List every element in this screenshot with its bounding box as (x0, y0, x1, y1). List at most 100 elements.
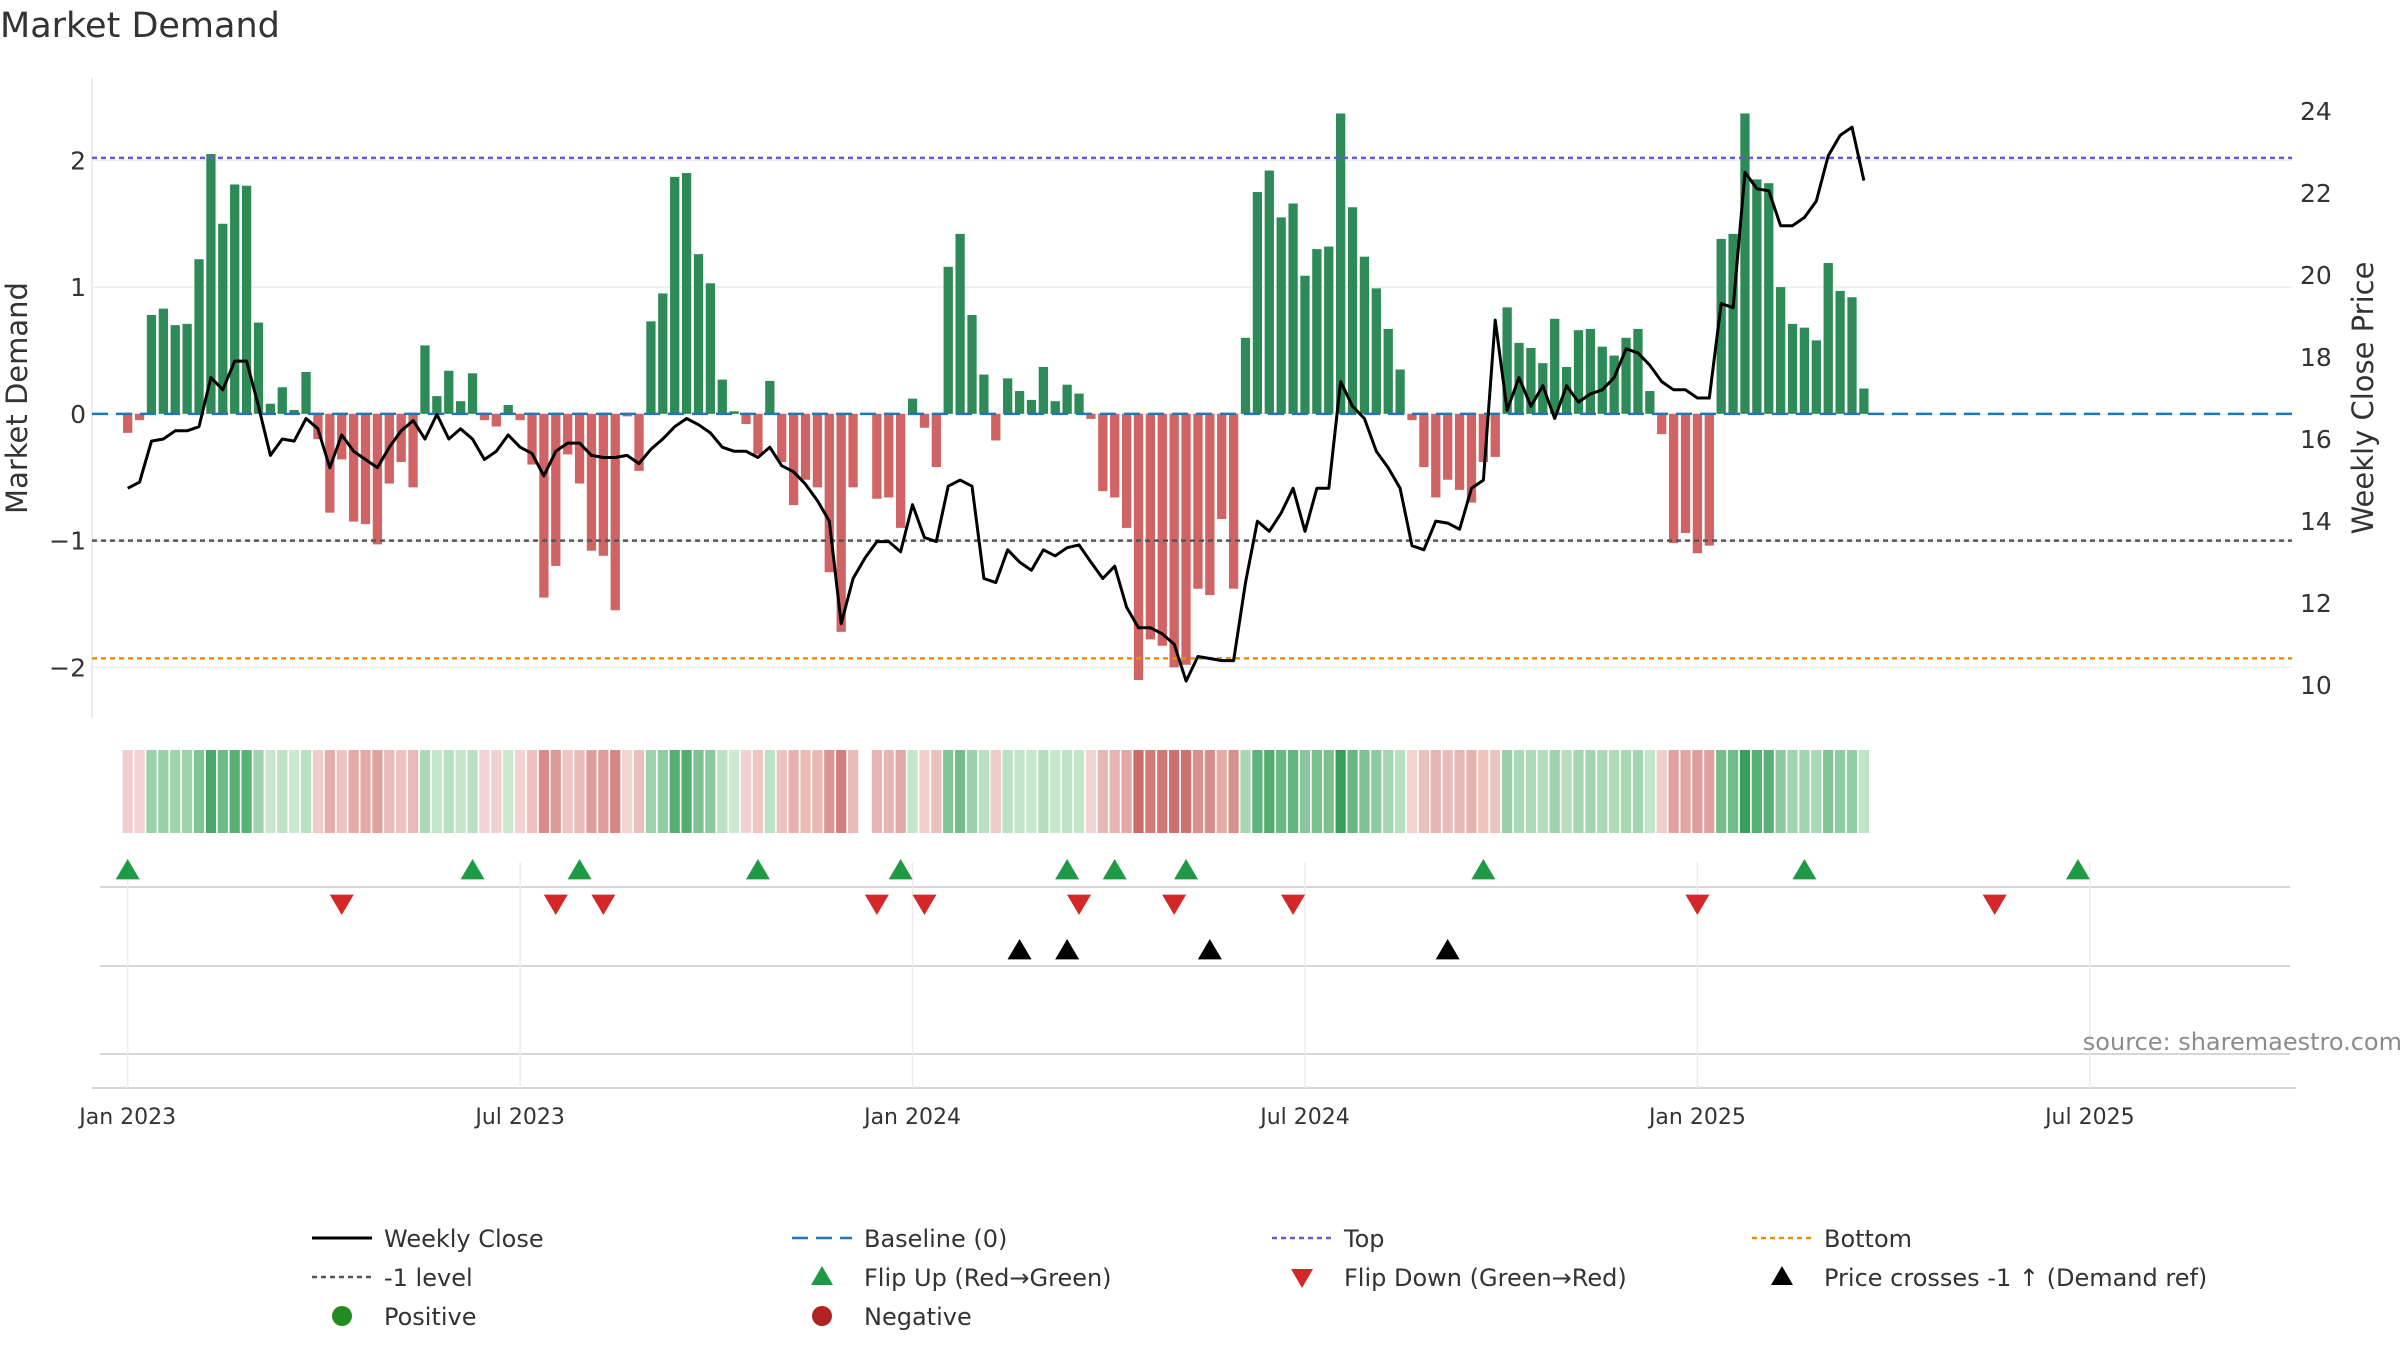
event-markers (115, 859, 2090, 960)
negative-demand-bar (896, 413, 906, 528)
heat-strip-cell (348, 750, 359, 833)
heat-strip-cell (431, 750, 442, 833)
price-cross-marker (1435, 939, 1460, 960)
heat-strip-cell (1763, 750, 1774, 833)
x-tick-label: Jul 2025 (2043, 1105, 2135, 1130)
heat-strip-cell (847, 750, 859, 833)
positive-demand-bar (705, 283, 716, 414)
heat-strip-cell (1050, 750, 1061, 833)
heat-strip-cell (693, 750, 704, 833)
heat-strip-cell (717, 750, 728, 833)
y2-tick-label: 16 (2300, 425, 2332, 454)
positive-demand-bar (1585, 328, 1596, 414)
legend-label-weekly-close: Weekly Close (384, 1225, 544, 1253)
flip-down-marker (864, 894, 889, 915)
negative-demand-bar (1217, 413, 1227, 520)
positive-demand-bar (1764, 183, 1774, 414)
negative-demand-bar (313, 413, 323, 440)
heat-strip-cell (1204, 750, 1215, 833)
heat-strip-cell (990, 750, 1001, 833)
positive-demand-bar (1240, 337, 1251, 414)
heat-strip-cell (253, 750, 264, 833)
positive-demand-bar (1561, 366, 1572, 414)
heat-strip-cell (419, 750, 431, 833)
heat-strip-cell (1739, 750, 1751, 833)
heat-strip-cell (1478, 750, 1489, 833)
positive-demand-bar (420, 345, 430, 414)
positive-demand-bar (218, 223, 228, 414)
price-cross-marker (1007, 939, 1032, 960)
heat-strip-cell (407, 750, 419, 833)
heat-strip-cell (1823, 750, 1834, 833)
heat-strip-cell (550, 750, 561, 833)
heat-strip-cell (503, 750, 514, 833)
positive-demand-bar (1799, 327, 1810, 414)
legend-swatch-price-cross (1771, 1266, 1793, 1285)
flip-down-marker (591, 894, 616, 915)
flip-up-marker (2065, 859, 2090, 880)
heat-strip-cell (1537, 750, 1548, 833)
heat-strip-cell (205, 750, 217, 833)
negative-demand-bar (491, 413, 501, 427)
chart-title: Market Demand (0, 6, 280, 46)
heat-strip-cell (1704, 750, 1715, 833)
negative-demand-bar (1157, 413, 1167, 646)
heat-strip-cell (455, 750, 466, 833)
negative-demand-bar (872, 413, 882, 499)
positive-demand-bar (1645, 391, 1655, 414)
heat-strip-cell (752, 750, 764, 833)
heat-strip-cell (384, 750, 395, 833)
heat-strip-cell (645, 750, 657, 833)
heat-strip-cell (1323, 750, 1334, 833)
heat-strip-cell (1299, 750, 1311, 833)
heat-strip-cell (586, 750, 597, 833)
positive-demand-bar (1252, 192, 1263, 414)
heat-strip-cell (1311, 750, 1322, 833)
heat-strip-cell (943, 750, 954, 833)
heat-strip-cell (538, 750, 550, 833)
heat-strip-cell (396, 750, 407, 833)
heat-strip-cell (312, 750, 324, 833)
legend-label-price-cross: Price crosses -1 ↑ (Demand ref) (1824, 1264, 2207, 1292)
positive-demand-bar (943, 266, 953, 414)
positive-demand-bar (1300, 275, 1310, 414)
heat-strip-cell (1490, 750, 1501, 833)
negative-demand-bar (1657, 413, 1667, 435)
negative-demand-bar (574, 413, 585, 484)
legend: Weekly Close Baseline (0) Top Bottom -1 leve… (312, 1225, 2207, 1331)
legend-label-bottom: Bottom (1824, 1225, 1912, 1253)
negative-demand-bar (1490, 413, 1500, 457)
flip-down-marker (1982, 894, 2007, 915)
negative-demand-bar (479, 413, 490, 421)
heat-strip-cell (1858, 750, 1870, 833)
heat-strip-cell (134, 750, 145, 833)
negative-demand-bar (1668, 413, 1679, 544)
positive-demand-bar (1371, 288, 1381, 414)
y2-tick-label: 18 (2300, 343, 2332, 372)
positive-demand-bar (729, 411, 739, 414)
heat-strip-cell (1609, 750, 1620, 833)
heat-strip-cell (764, 750, 775, 833)
heat-strip-cell (265, 750, 276, 833)
flip-up-marker (888, 859, 913, 880)
negative-demand-bar (527, 413, 537, 465)
positive-demand-bar (1502, 307, 1512, 414)
heat-strip-cell (1335, 750, 1346, 833)
negative-demand-bar (1098, 413, 1108, 492)
heat-strip-cell (1811, 750, 1822, 833)
heat-strip-cell (954, 750, 966, 833)
weekly-close-layer (127, 125, 1866, 683)
flip-down-marker (1162, 894, 1187, 915)
positive-demand-bar (432, 396, 442, 414)
negative-demand-bar (598, 413, 608, 556)
y2-tick-label: 14 (2300, 507, 2332, 536)
heat-strip-cell (1264, 750, 1275, 833)
heat-strip-cell (1169, 750, 1180, 833)
heat-strip-cell (158, 750, 169, 833)
flip-down-marker (1281, 894, 1306, 915)
flip-up-marker (745, 859, 770, 880)
positive-demand-bar (1014, 391, 1025, 414)
heat-strip-cell (824, 750, 835, 833)
positive-demand-bar (1347, 207, 1358, 414)
heat-strip-cell (871, 750, 882, 833)
